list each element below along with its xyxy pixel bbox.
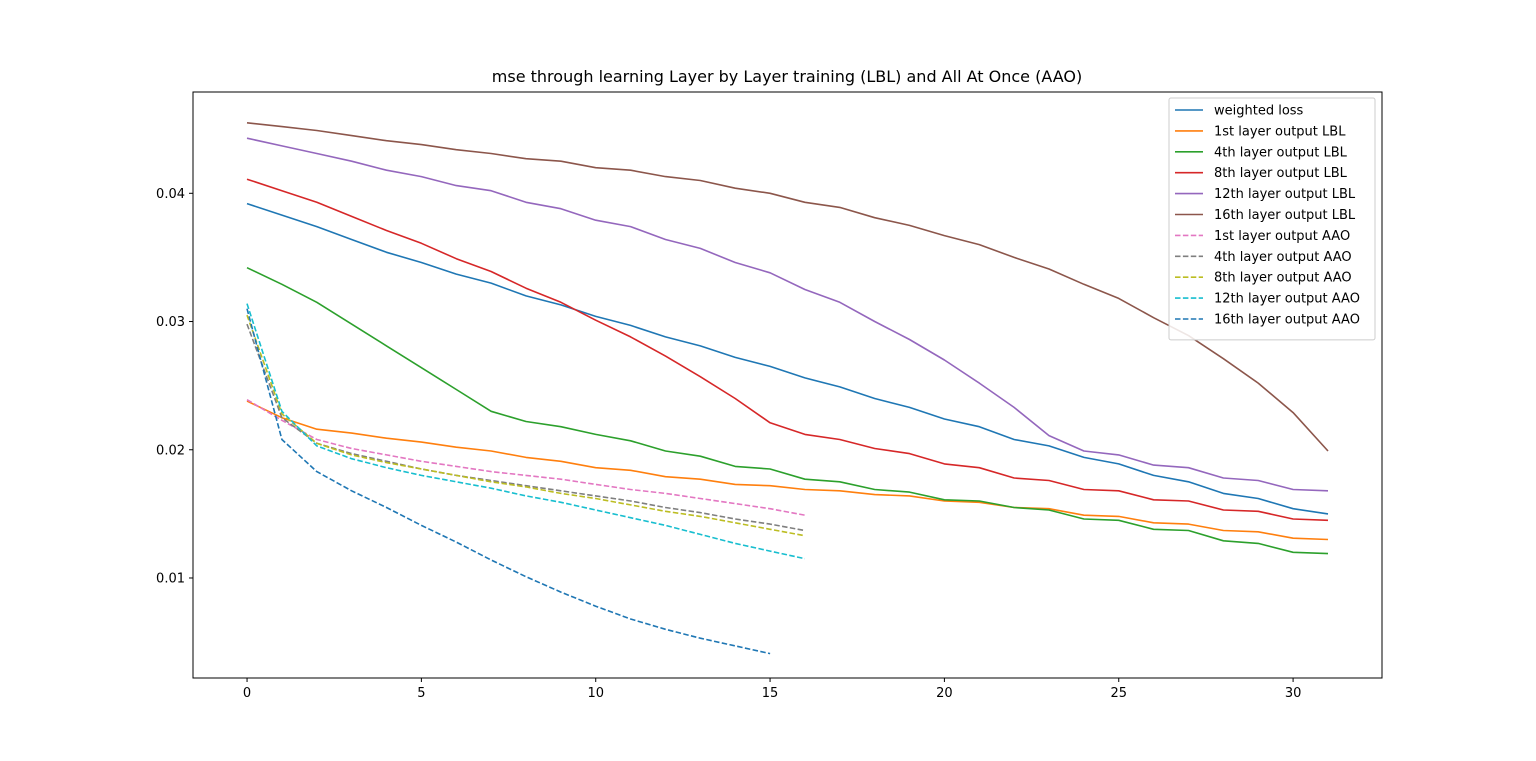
legend-label: 16th layer output LBL xyxy=(1214,208,1356,223)
series-line-3 xyxy=(246,266,1329,555)
legend-label: 1st layer output LBL xyxy=(1214,124,1346,139)
series-line-9 xyxy=(246,314,806,537)
legend-label: 16th layer output AAO xyxy=(1214,313,1360,328)
y-axis: 0.01 0.02 0.03 0.04 xyxy=(156,187,193,586)
legend-label: 8th layer output LBL xyxy=(1214,166,1348,181)
series-line-7 xyxy=(246,399,806,516)
series-line-4 xyxy=(246,178,1329,522)
y-tick-label: 0.03 xyxy=(156,315,185,330)
x-tick-label: 20 xyxy=(936,686,953,701)
series-line-1 xyxy=(246,202,1329,515)
x-tick-label: 10 xyxy=(587,686,604,701)
legend-label: 12th layer output LBL xyxy=(1214,187,1356,202)
legend-label: 4th layer output AAO xyxy=(1214,250,1352,265)
series-line-10 xyxy=(246,303,806,560)
series-line-2 xyxy=(246,400,1329,541)
legend-label: weighted loss xyxy=(1214,104,1304,119)
x-tick-label: 5 xyxy=(417,686,425,701)
x-tick-label: 0 xyxy=(243,686,251,701)
x-tick-label: 30 xyxy=(1285,686,1302,701)
y-tick-label: 0.02 xyxy=(156,443,185,458)
series-line-5 xyxy=(246,137,1329,492)
legend-label: 4th layer output LBL xyxy=(1214,145,1348,160)
legend-box xyxy=(1168,97,1376,341)
legend-label: 1st layer output AAO xyxy=(1214,229,1350,244)
x-axis: 0 5 10 15 20 25 30 xyxy=(243,678,1301,701)
plot-area-frame xyxy=(192,91,1383,679)
legend-label: 12th layer output AAO xyxy=(1214,292,1360,307)
x-tick-label: 25 xyxy=(1110,686,1127,701)
legend-label: 8th layer output AAO xyxy=(1214,271,1352,286)
series-line-8 xyxy=(246,323,806,532)
x-tick-label: 15 xyxy=(762,686,779,701)
legend: weighted loss 1st layer output LBL 4th lay… xyxy=(1168,97,1376,341)
series-layer xyxy=(246,122,1329,655)
y-tick-label: 0.04 xyxy=(156,187,185,202)
series-line-11 xyxy=(246,308,771,655)
series-line-6 xyxy=(246,122,1329,452)
y-tick-label: 0.01 xyxy=(156,571,185,586)
chart-title: mse through learning Layer by Layer trai… xyxy=(492,67,1082,86)
